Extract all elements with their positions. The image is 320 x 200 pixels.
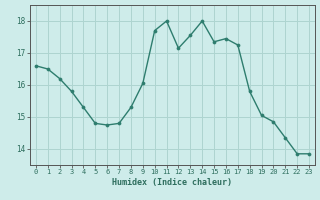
X-axis label: Humidex (Indice chaleur): Humidex (Indice chaleur) <box>113 178 233 187</box>
